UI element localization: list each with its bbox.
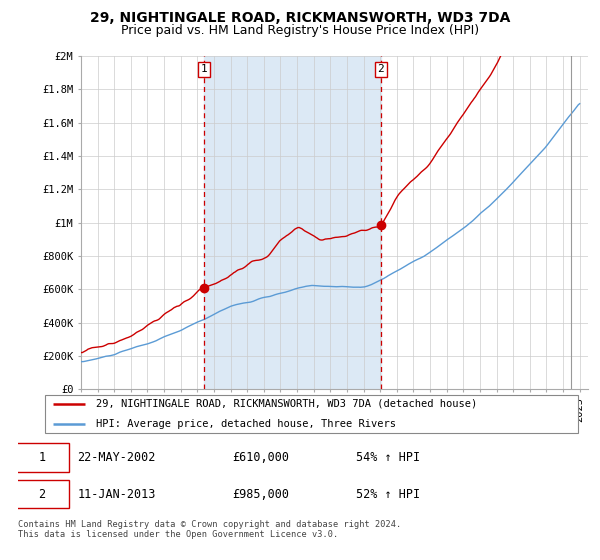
Text: 2: 2 — [38, 488, 46, 501]
Text: Price paid vs. HM Land Registry's House Price Index (HPI): Price paid vs. HM Land Registry's House … — [121, 24, 479, 36]
Bar — [203, 56, 381, 389]
Text: £985,000: £985,000 — [232, 488, 289, 501]
Text: 11-JAN-2013: 11-JAN-2013 — [77, 488, 155, 501]
Bar — [571, 56, 588, 389]
Text: 29, NIGHTINGALE ROAD, RICKMANSWORTH, WD3 7DA: 29, NIGHTINGALE ROAD, RICKMANSWORTH, WD3… — [90, 11, 510, 25]
FancyBboxPatch shape — [15, 444, 69, 472]
Text: 52% ↑ HPI: 52% ↑ HPI — [356, 488, 421, 501]
Text: 2: 2 — [377, 64, 384, 74]
FancyBboxPatch shape — [15, 480, 69, 508]
Text: 54% ↑ HPI: 54% ↑ HPI — [356, 451, 421, 464]
FancyBboxPatch shape — [45, 395, 578, 433]
Text: 1: 1 — [200, 64, 207, 74]
Text: HPI: Average price, detached house, Three Rivers: HPI: Average price, detached house, Thre… — [96, 419, 396, 429]
Text: 1: 1 — [38, 451, 46, 464]
Text: £610,000: £610,000 — [232, 451, 289, 464]
Text: Contains HM Land Registry data © Crown copyright and database right 2024.
This d: Contains HM Land Registry data © Crown c… — [18, 520, 401, 539]
Text: 22-MAY-2002: 22-MAY-2002 — [77, 451, 155, 464]
Text: 29, NIGHTINGALE ROAD, RICKMANSWORTH, WD3 7DA (detached house): 29, NIGHTINGALE ROAD, RICKMANSWORTH, WD3… — [96, 399, 477, 409]
